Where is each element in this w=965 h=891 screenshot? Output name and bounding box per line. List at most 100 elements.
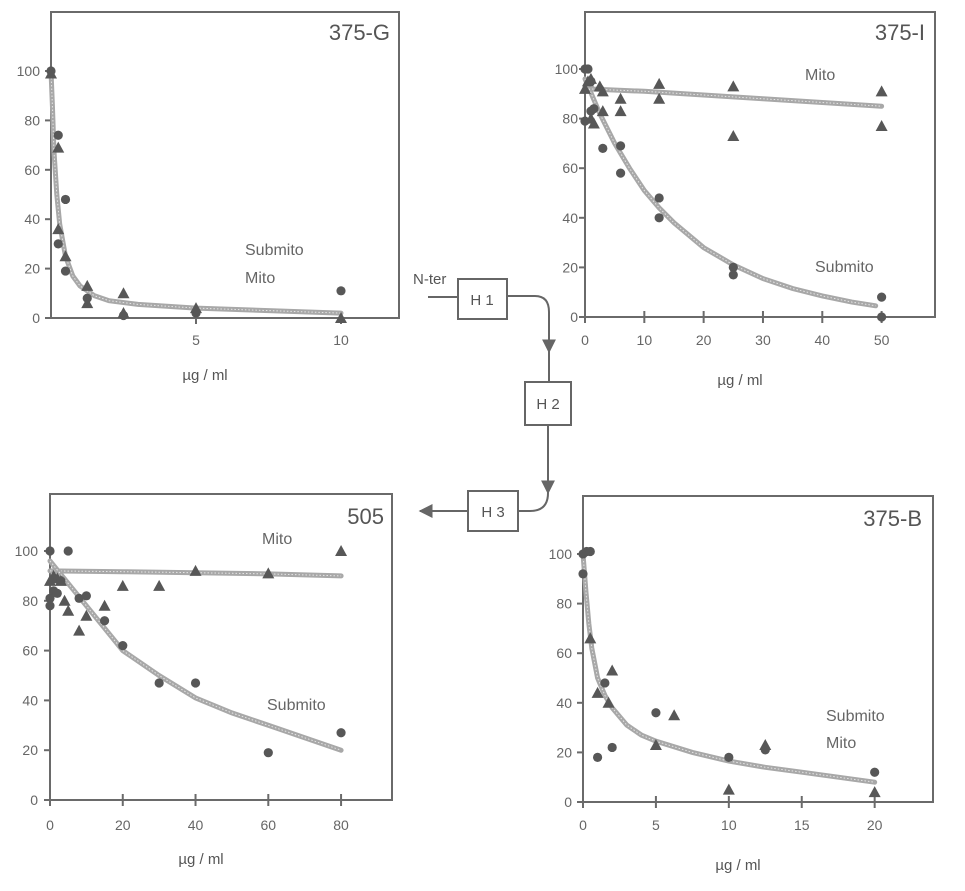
data-point-mito [596, 85, 609, 97]
data-point-mito [153, 579, 166, 591]
x-tick-label: 80 [333, 817, 349, 833]
series-label-submito: Submito [826, 708, 885, 725]
data-point-submito [60, 194, 71, 205]
y-tick-label: 80 [22, 593, 38, 609]
y-tick-label: 40 [556, 695, 572, 711]
y-tick-label: 100 [555, 61, 579, 77]
series-label-mito: Mito [262, 531, 292, 548]
data-point-submito [52, 588, 62, 598]
data-point-submito [600, 678, 610, 688]
data-point-mito [52, 223, 65, 235]
panel-title: 375-G [329, 20, 390, 45]
fit-curve-hatch [584, 88, 882, 107]
y-tick-label: 80 [562, 111, 578, 127]
helix-box-h1 [457, 278, 508, 320]
data-point-mito [875, 85, 888, 97]
x-axis-label: µg / ml [178, 851, 223, 868]
y-tick-label: 40 [562, 210, 578, 226]
x-tick-label: 50 [874, 332, 890, 348]
data-point-submito [651, 708, 661, 718]
x-tick-label: 40 [188, 817, 204, 833]
x-tick-label: 30 [755, 332, 771, 348]
panel-title: 505 [347, 504, 384, 529]
fit-curve-hatch [49, 570, 342, 577]
connector-line [518, 492, 549, 512]
data-point-mito [653, 92, 666, 104]
x-tick-label: 10 [637, 332, 653, 348]
fit-curve-hatch [584, 78, 876, 307]
data-point-mito [596, 105, 609, 117]
data-point-mito [868, 786, 881, 798]
x-tick-label: 15 [794, 817, 810, 833]
data-point-mito [584, 632, 597, 644]
data-point-submito [578, 569, 588, 579]
fit-curve-combined-fit [48, 68, 344, 316]
data-point-mito [81, 279, 94, 291]
data-point-submito [654, 193, 664, 203]
data-point-submito [263, 748, 273, 758]
data-point-submito [45, 593, 55, 603]
fit-curve-hatch [49, 560, 342, 751]
data-point-submito [580, 116, 590, 126]
data-point-submito [728, 270, 738, 280]
data-point-mito [579, 82, 591, 94]
chart-panel-505: 505 0 20 40 60 80 100 0 20 40 60 80 µg / ml Mito Submi… [15, 493, 393, 868]
data-point-mito [587, 117, 600, 129]
data-point-mito [606, 664, 619, 676]
data-point-mito [59, 250, 72, 262]
data-point-mito [602, 696, 615, 708]
chart-panel-375-g: 375-G 0 20 40 60 80 100 5 10 µg / ml Submito Mito [17, 11, 400, 384]
data-point-mito [189, 564, 202, 576]
x-axis-label: µg / ml [715, 857, 760, 874]
x-tick-label: 5 [652, 817, 660, 833]
y-tick-label: 80 [24, 112, 40, 128]
y-tick-label: 60 [562, 160, 578, 176]
data-point-submito [598, 143, 608, 153]
series-label-submito: Submito [245, 242, 304, 259]
data-point-mito [335, 312, 347, 323]
x-tick-label: 20 [115, 817, 131, 833]
plot-frame [584, 11, 936, 318]
data-point-submito [81, 591, 91, 601]
data-point-submito [336, 286, 346, 296]
n-terminus-label: N-ter [413, 271, 446, 288]
data-point-submito [99, 616, 110, 626]
helix-label-h3: H 3 [481, 504, 504, 521]
data-point-submito [53, 130, 63, 140]
data-point-mito [98, 599, 111, 611]
plot-frame [49, 493, 393, 801]
data-point-mito [45, 67, 57, 79]
x-tick-label: 0 [46, 817, 54, 833]
data-point-mito [668, 709, 681, 721]
data-point-submito [56, 576, 66, 586]
y-tick-label: 100 [17, 63, 41, 79]
data-point-submito [877, 312, 887, 322]
x-tick-label: 10 [333, 332, 349, 348]
y-tick-label: 60 [556, 645, 572, 661]
data-point-mito [73, 624, 86, 636]
data-point-mito [62, 604, 75, 616]
data-point-mito [81, 297, 94, 309]
panel-title: 375-B [863, 506, 922, 531]
data-point-submito [654, 213, 664, 223]
series-label-submito: Submito [815, 259, 874, 276]
data-point-submito [589, 104, 599, 114]
data-point-submito [615, 141, 626, 151]
data-point-mito [727, 80, 740, 92]
data-point-submito [870, 767, 880, 777]
data-point-submito [585, 546, 595, 557]
data-point-submito [607, 742, 617, 753]
series-label-mito: Mito [245, 270, 275, 287]
data-point-mito [727, 129, 740, 141]
data-point-mito [117, 307, 130, 319]
y-tick-label: 0 [30, 792, 38, 808]
y-tick-label: 80 [556, 596, 572, 612]
data-point-mito [52, 141, 65, 153]
y-tick-label: 20 [22, 742, 38, 758]
x-tick-label: 0 [579, 817, 587, 833]
series-label-mito: Mito [826, 735, 856, 752]
data-point-submito [336, 728, 346, 738]
x-tick-label: 0 [581, 332, 589, 348]
data-point-submito [728, 262, 738, 272]
